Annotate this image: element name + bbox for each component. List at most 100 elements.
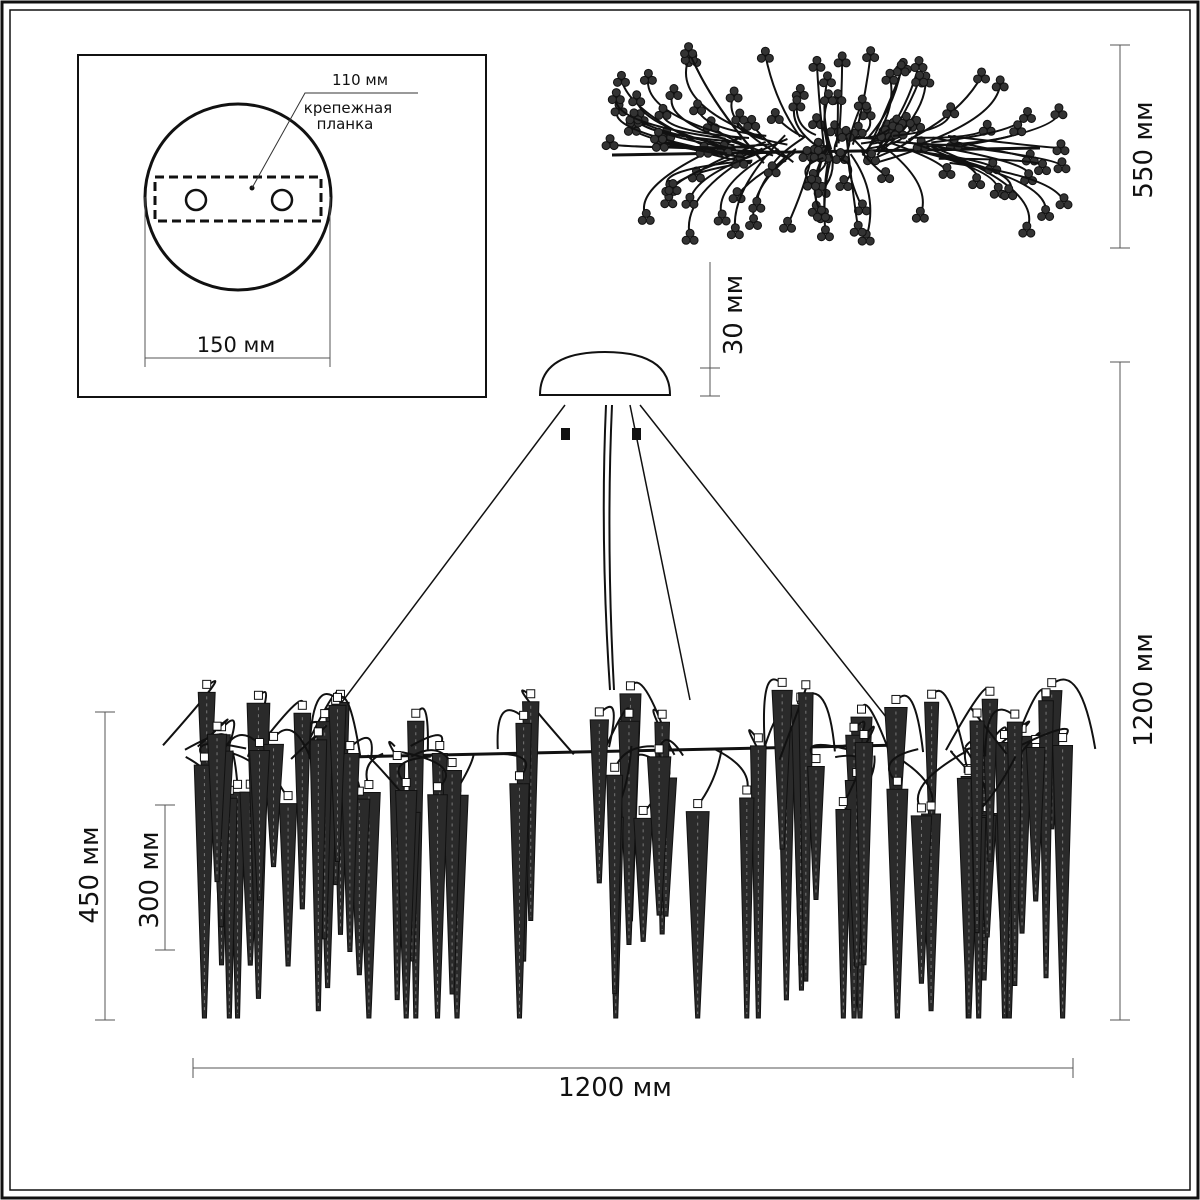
crystal-bead [753,220,763,230]
pendant-cap [526,689,536,699]
crystal-cluster [665,84,683,101]
pendant-cap [233,779,243,789]
pendant-cap [320,709,330,719]
crystal-bead [1041,204,1051,214]
crystal-bead [1056,139,1066,149]
pendant-cap [916,803,926,813]
pendant-cap [811,754,821,764]
crystal-bead [660,199,670,209]
crystal-cluster [748,196,766,213]
crystal-bead [673,91,683,101]
crystal-bead [835,182,845,192]
crystal-cluster [612,70,630,87]
pendant-cap [624,708,634,718]
crystal-bead [739,159,749,169]
canopy-circle [143,102,333,292]
crystal-bead [788,102,798,112]
crystal-bead [811,181,821,191]
crystal-bead [837,96,847,106]
crystal-bead [824,89,834,99]
pendant-cap [985,686,995,696]
crystal-bead [892,67,902,77]
crystal-bead [616,70,626,80]
crystal-bead [910,63,920,73]
screw-hole-right [270,188,294,212]
crystal-bead [915,206,925,216]
pendant-cap [212,721,222,731]
crystal-bead [816,62,826,72]
crystal-bead [1050,110,1060,120]
crystal-bead [839,175,849,185]
branch-arm [401,751,447,790]
crystal-bead [866,111,876,121]
crystal-icicle [340,753,360,952]
crystal-icicle [328,704,347,863]
crystal-bead [1059,193,1069,203]
crystal-bead [684,42,694,52]
crystal-cluster [853,199,871,216]
crystal-cluster [681,192,699,209]
crystal-bead [918,63,928,73]
branch-arm [696,748,723,807]
crystal-bead [752,196,762,206]
crystal-bead [641,208,651,218]
crystal-cluster [833,51,851,68]
crystal-bead [756,203,766,213]
crystal-bead [808,62,818,72]
crystal-cluster [863,149,881,166]
pendant-cap [253,690,263,700]
crystal-bead [1058,110,1068,120]
crystal-bead [812,212,822,222]
branch-arm [162,680,217,747]
crystal-bead [774,115,784,125]
crystal-bead [767,161,777,171]
suspension-wire-left [299,404,566,759]
crystal-bead [919,77,929,87]
crystal-bead [1013,120,1023,130]
crystal-bead [1026,228,1036,238]
branch-stem [849,153,872,239]
crystal-bead [973,74,983,84]
pendant-cap [1041,688,1051,698]
crystal-bead [612,77,622,87]
canopy-inset: 110 мм крепежная планка 150 мм [77,54,487,398]
crystal-cluster [862,46,880,63]
crystal-bead [993,182,1003,192]
crystal-cluster [910,56,928,73]
crystal-bead [681,235,691,245]
crystal-bead [968,180,978,190]
crystal-bead [1053,164,1063,174]
branch-stem [764,55,801,138]
crystal-bead [792,95,802,105]
crystal-bead [853,220,863,230]
pendant-cap [625,681,635,691]
crystal-cluster [680,42,698,59]
pendant-cap [283,791,293,801]
pendant-cap [364,780,374,790]
crystal-bead [799,90,809,100]
crystal-bead [796,102,806,112]
crystal-bead [942,109,952,119]
crystal-bead [1018,228,1028,238]
crystal-cluster [881,68,899,85]
crystal-bead [734,230,744,240]
branch-stem [687,50,763,161]
crystal-cluster [991,75,1009,92]
crystal-bead [645,215,655,225]
total-height-label: 1200 мм [1129,633,1159,747]
crystal-cluster [725,86,743,103]
crystal-bead [981,74,991,84]
crystal-cluster [818,71,836,88]
crystal-bead [1008,191,1018,201]
crystal-bead [764,53,774,63]
crystal-bead [689,106,699,116]
crystal-cluster [779,216,797,233]
pendant-cap [1058,733,1068,743]
crystal-bead [1057,157,1067,167]
crystal-bead [911,213,921,223]
crystal-cluster [766,108,784,125]
crystal-bead [991,82,1001,92]
crystal-bead [731,115,741,125]
crystal-bead [972,173,982,183]
